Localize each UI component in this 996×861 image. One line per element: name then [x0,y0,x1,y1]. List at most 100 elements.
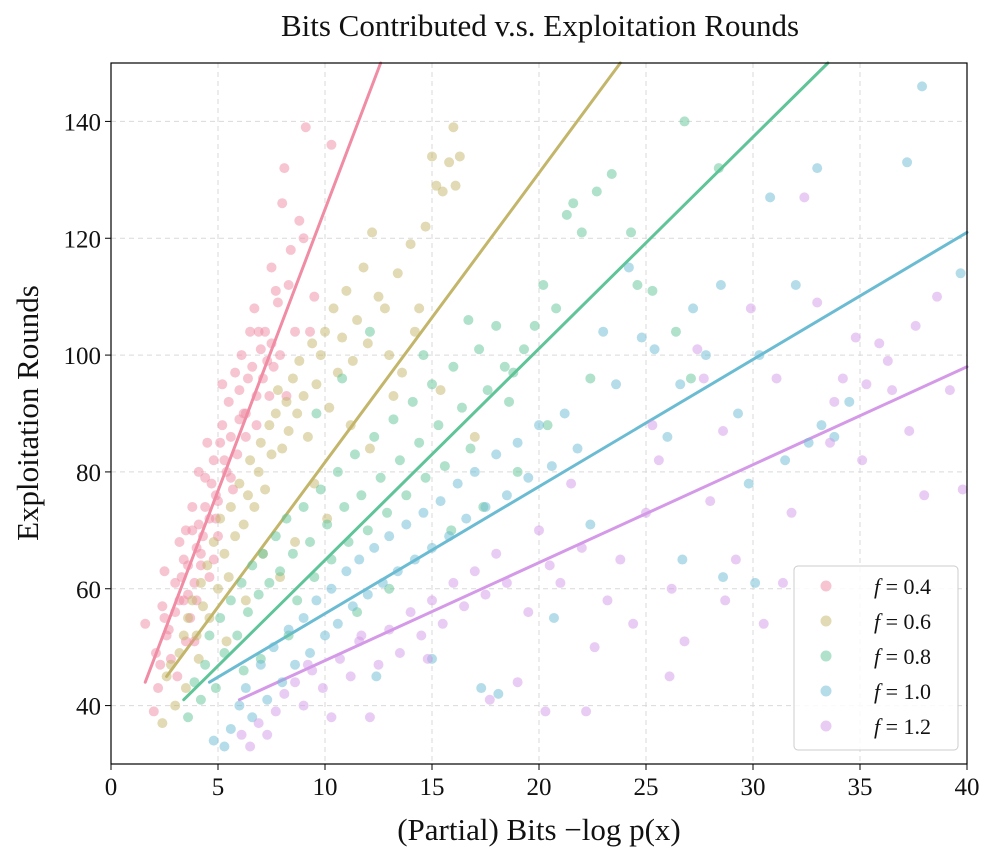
point-series-3 [392,566,403,577]
chart-title: Bits Contributed v.s. Exploitation Round… [281,8,799,43]
point-series-4 [653,455,664,466]
point-series-4 [394,648,405,659]
point-series-1 [240,595,251,606]
point-series-4 [491,548,502,559]
point-series-4 [253,718,264,729]
point-series-0 [300,122,311,133]
point-series-2 [679,116,690,127]
point-series-3 [219,741,230,752]
point-series-0 [193,519,204,530]
point-series-0 [176,572,187,583]
point-series-2 [632,279,643,290]
point-series-1 [379,303,390,314]
point-series-0 [240,408,251,419]
point-series-2 [512,466,523,477]
point-series-2 [456,402,467,413]
point-series-1 [298,390,309,401]
point-series-2 [309,572,320,583]
point-series-3 [234,700,245,711]
point-series-1 [225,501,236,512]
point-series-2 [538,279,549,290]
point-series-1 [266,449,277,460]
point-series-1 [367,227,378,238]
point-series-2 [236,577,247,588]
point-series-0 [260,326,271,337]
point-series-4 [932,291,943,302]
point-series-3 [743,478,754,489]
point-series-3 [469,466,480,477]
point-series-3 [277,677,288,688]
point-series-0 [148,706,159,717]
point-series-3 [311,595,322,606]
point-series-3 [955,268,966,279]
point-series-2 [647,285,658,296]
point-series-1 [373,291,384,302]
point-series-0 [242,373,253,384]
point-series-4 [910,320,921,331]
point-series-2 [337,373,348,384]
point-series-0 [159,566,170,577]
point-series-1 [347,355,358,366]
point-series-0 [208,455,219,466]
point-series-4 [581,706,592,717]
point-series-4 [957,484,968,495]
point-series-3 [677,554,688,565]
point-series-1 [183,612,194,623]
point-series-3 [598,326,609,337]
point-series-0 [183,560,194,571]
point-series-4 [373,659,384,670]
point-series-1 [427,151,437,162]
point-series-1 [302,431,313,442]
point-series-1 [294,355,305,366]
point-series-3 [384,531,395,542]
point-series-1 [178,630,189,641]
point-series-3 [750,577,761,588]
point-series-0 [257,373,268,384]
y-tick-label: 100 [64,343,102,370]
point-series-4 [236,729,247,740]
point-series-2 [204,630,215,641]
point-series-3 [754,350,765,361]
point-series-3 [354,554,365,565]
point-series-1 [362,338,373,349]
point-series-2 [305,537,316,548]
fit-line-series-3 [207,230,969,684]
point-series-2 [225,595,236,606]
point-series-4 [480,589,491,600]
point-series-1 [444,157,455,168]
point-series-2 [247,560,258,571]
point-series-1 [253,466,264,477]
point-series-2 [670,326,681,337]
point-series-1 [174,648,185,659]
point-series-0 [157,601,168,612]
point-series-4 [887,385,898,396]
point-series-4 [501,577,512,588]
point-series-4 [416,630,427,641]
point-series-3 [225,723,236,734]
legend-marker-1 [820,615,832,627]
point-series-3 [636,332,647,343]
point-series-1 [437,186,448,197]
point-series-2 [474,344,485,355]
point-series-3 [780,455,791,466]
point-series-3 [240,683,251,694]
point-series-0 [174,537,185,548]
x-tick-label: 5 [212,774,225,801]
point-series-0 [155,659,166,670]
point-series-4 [857,455,868,466]
point-series-3 [341,566,352,577]
point-series-1 [245,455,256,466]
point-series-4 [799,192,810,203]
point-series-1 [195,577,206,588]
point-series-4 [317,683,328,694]
point-series-1 [328,303,339,314]
point-series-4 [279,688,290,699]
point-series-0 [298,233,309,244]
point-series-4 [882,355,893,366]
point-series-2 [491,320,502,331]
point-series-2 [606,168,617,179]
point-series-4 [245,741,256,752]
point-series-2 [292,595,303,606]
point-series-2 [384,583,395,594]
point-series-4 [641,507,651,518]
